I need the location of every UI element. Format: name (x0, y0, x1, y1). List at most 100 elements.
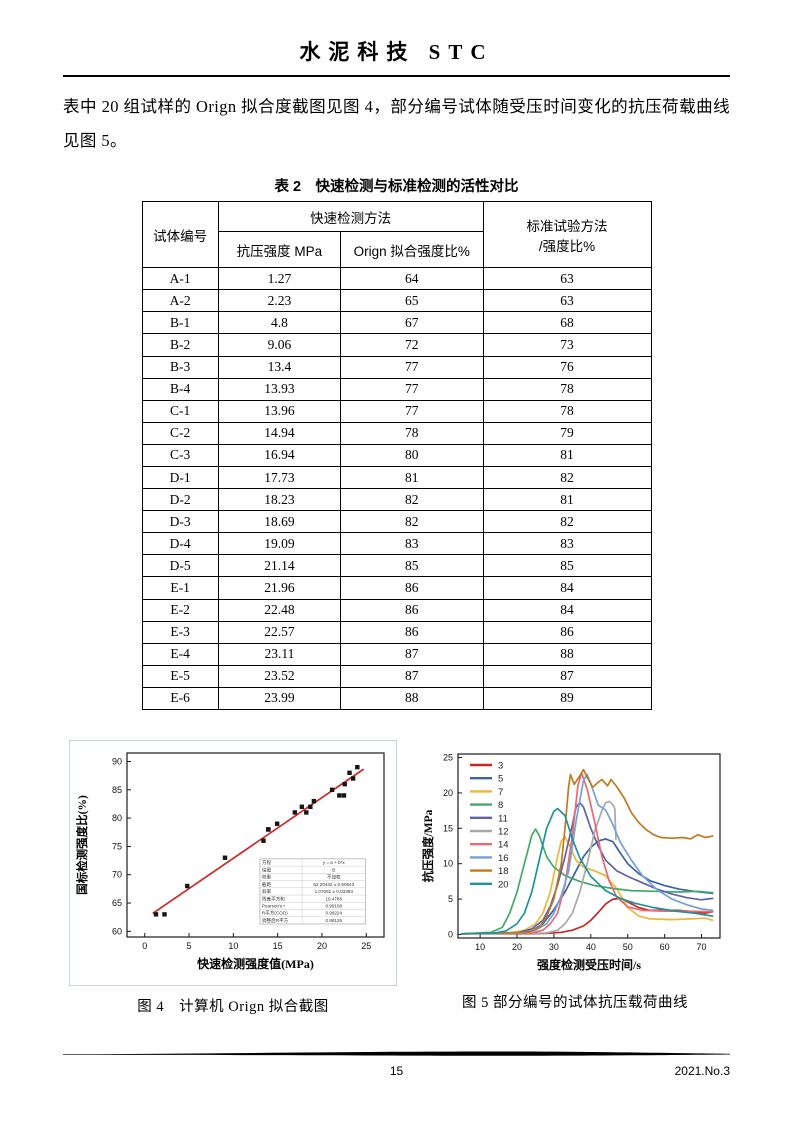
table-cell: 64 (340, 267, 484, 291)
table-row: C-1 13.96 77 78 (141, 399, 652, 423)
table-cell: 23.52 (217, 664, 342, 688)
table-cell: 82 (482, 465, 652, 490)
table-row: E-6 23.99 88 89 (141, 686, 652, 711)
table-cell: 4.8 (217, 311, 342, 335)
body-paragraph: 表中 20 组试样的 Orign 拟合度截图见图 4，部分编号试体随受压时间变化… (63, 97, 730, 151)
col-header-standard: 标准试验方法 /强度比% (482, 201, 652, 269)
activity-comparison-table: 试体编号 快速检测方法 标准试验方法 /强度比% 抗压强度 MPa Orign … (141, 201, 652, 711)
table-cell: D-4 (141, 532, 219, 556)
table-cell: 78 (340, 421, 484, 445)
svg-text:残差平方和: 残差平方和 (262, 895, 285, 902)
svg-text:7: 7 (498, 787, 503, 798)
footer-rule (63, 1051, 730, 1056)
svg-text:90: 90 (112, 756, 122, 766)
svg-text:14: 14 (498, 840, 509, 851)
table-cell: 22.48 (217, 598, 342, 622)
table-cell: 18.69 (217, 510, 342, 534)
table-cell: 63 (482, 267, 652, 291)
table-cell: A-2 (141, 289, 219, 313)
table-cell: B-3 (141, 355, 219, 379)
table-row: B-2 9.06 72 73 (141, 333, 652, 357)
table-title: 表 2 快速检测与标准检测的活性对比 (274, 179, 519, 196)
table-cell: B-2 (141, 333, 219, 357)
table-row: C-3 16.94 80 81 (141, 443, 652, 467)
table-cell: A-1 (141, 267, 219, 291)
svg-text:10: 10 (443, 859, 453, 869)
table-row: D-4 19.09 83 83 (141, 532, 652, 556)
table-cell: D-2 (141, 488, 219, 512)
table-cell: 77 (340, 377, 484, 401)
table-cell: 88 (340, 686, 484, 711)
svg-text:斜率: 斜率 (262, 888, 272, 895)
table-row: C-2 14.94 78 79 (141, 421, 652, 445)
table-cell: 77 (340, 399, 484, 423)
figure-4: 0 5 10 15 20 25 60 65 70 75 80 85 90 快速检测强度值(MPa) 国标检测… (69, 740, 397, 1016)
col-group-header-rapid: 快速检测方法 (217, 201, 484, 233)
svg-text:0.98126: 0.98126 (325, 918, 342, 923)
table-cell: 86 (340, 576, 484, 600)
table-cell: E-1 (141, 576, 219, 600)
table-cell: 67 (340, 311, 484, 335)
header-rule (63, 75, 730, 77)
svg-text:70: 70 (697, 942, 707, 952)
svg-text:调整后R平方: 调整后R平方 (262, 917, 289, 924)
table-cell: E-5 (141, 664, 219, 688)
svg-text:截距: 截距 (262, 881, 272, 888)
table-cell: 88 (482, 642, 652, 666)
svg-text:0.98224: 0.98224 (325, 911, 342, 916)
table-cell: C-1 (141, 399, 219, 423)
svg-text:75: 75 (112, 841, 122, 851)
svg-text:5: 5 (187, 941, 192, 951)
table-cell: C-2 (141, 421, 219, 445)
table-cell: E-3 (141, 620, 219, 644)
fig4-caption: 图 4 计算机 Orign 拟合截图 (137, 999, 329, 1015)
svg-text:16: 16 (498, 853, 509, 864)
table-cell: D-3 (141, 510, 219, 534)
table-cell: 86 (482, 620, 652, 644)
figure-5: 10 20 30 40 50 60 70 0 5 10 15 20 25 强度检测受压时间/s 抗压强度/M… (420, 740, 730, 1012)
svg-text:20: 20 (498, 879, 509, 890)
table-cell: 22.57 (217, 620, 342, 644)
svg-text:40: 40 (586, 942, 596, 952)
table-cell: 87 (482, 664, 652, 688)
table-cell: 85 (340, 554, 484, 578)
table-cell: 68 (482, 311, 652, 335)
table-row: D-2 18.23 82 81 (141, 488, 652, 512)
col-header-specimen-id: 试体编号 (141, 201, 219, 269)
table-cell: 82 (482, 510, 652, 534)
table-cell: 73 (482, 333, 652, 357)
table-cell: 86 (340, 598, 484, 622)
table-cell: B-4 (141, 377, 219, 401)
svg-text:10: 10 (475, 942, 485, 952)
table-cell: 17.73 (217, 465, 342, 490)
table-cell: D-5 (141, 554, 219, 578)
svg-text:70: 70 (112, 870, 122, 880)
table-cell: 81 (340, 465, 484, 490)
svg-text:抗压强度/MPa: 抗压强度/MPa (421, 809, 435, 882)
table-cell: D-1 (141, 465, 219, 490)
svg-text:18: 18 (498, 866, 509, 877)
figures-row: 0 5 10 15 20 25 60 65 70 75 80 85 90 快速检测强度值(MPa) 国标检测… (63, 740, 730, 1016)
svg-text:5: 5 (498, 774, 503, 785)
svg-text:60: 60 (660, 942, 670, 952)
table-row: B-3 13.4 77 76 (141, 355, 652, 379)
table-cell: 83 (482, 532, 652, 556)
fig4-origin-fit-chart: 0 5 10 15 20 25 60 65 70 75 80 85 90 快速检测强度值(MPa) 国标检测… (69, 740, 397, 986)
svg-text:不加权: 不加权 (327, 874, 341, 881)
table-cell: 77 (340, 355, 484, 379)
table-cell: C-3 (141, 443, 219, 467)
table-cell: 63 (482, 289, 652, 313)
svg-text:5: 5 (448, 894, 453, 904)
table-cell: 85 (482, 554, 652, 578)
svg-text:20: 20 (317, 941, 327, 951)
table-cell: B-1 (141, 311, 219, 335)
table-cell: 81 (482, 443, 652, 467)
svg-text:快速检测强度值(MPa): 快速检测强度值(MPa) (197, 956, 314, 971)
table-row: E-3 22.57 86 86 (141, 620, 652, 644)
table-cell: 65 (340, 289, 484, 313)
table-row: D-5 21.14 85 85 (141, 554, 652, 578)
table-cell: 23.11 (217, 642, 342, 666)
svg-text:强度检测受压时间/s: 强度检测受压时间/s (537, 957, 641, 972)
table-cell: 87 (340, 664, 484, 688)
